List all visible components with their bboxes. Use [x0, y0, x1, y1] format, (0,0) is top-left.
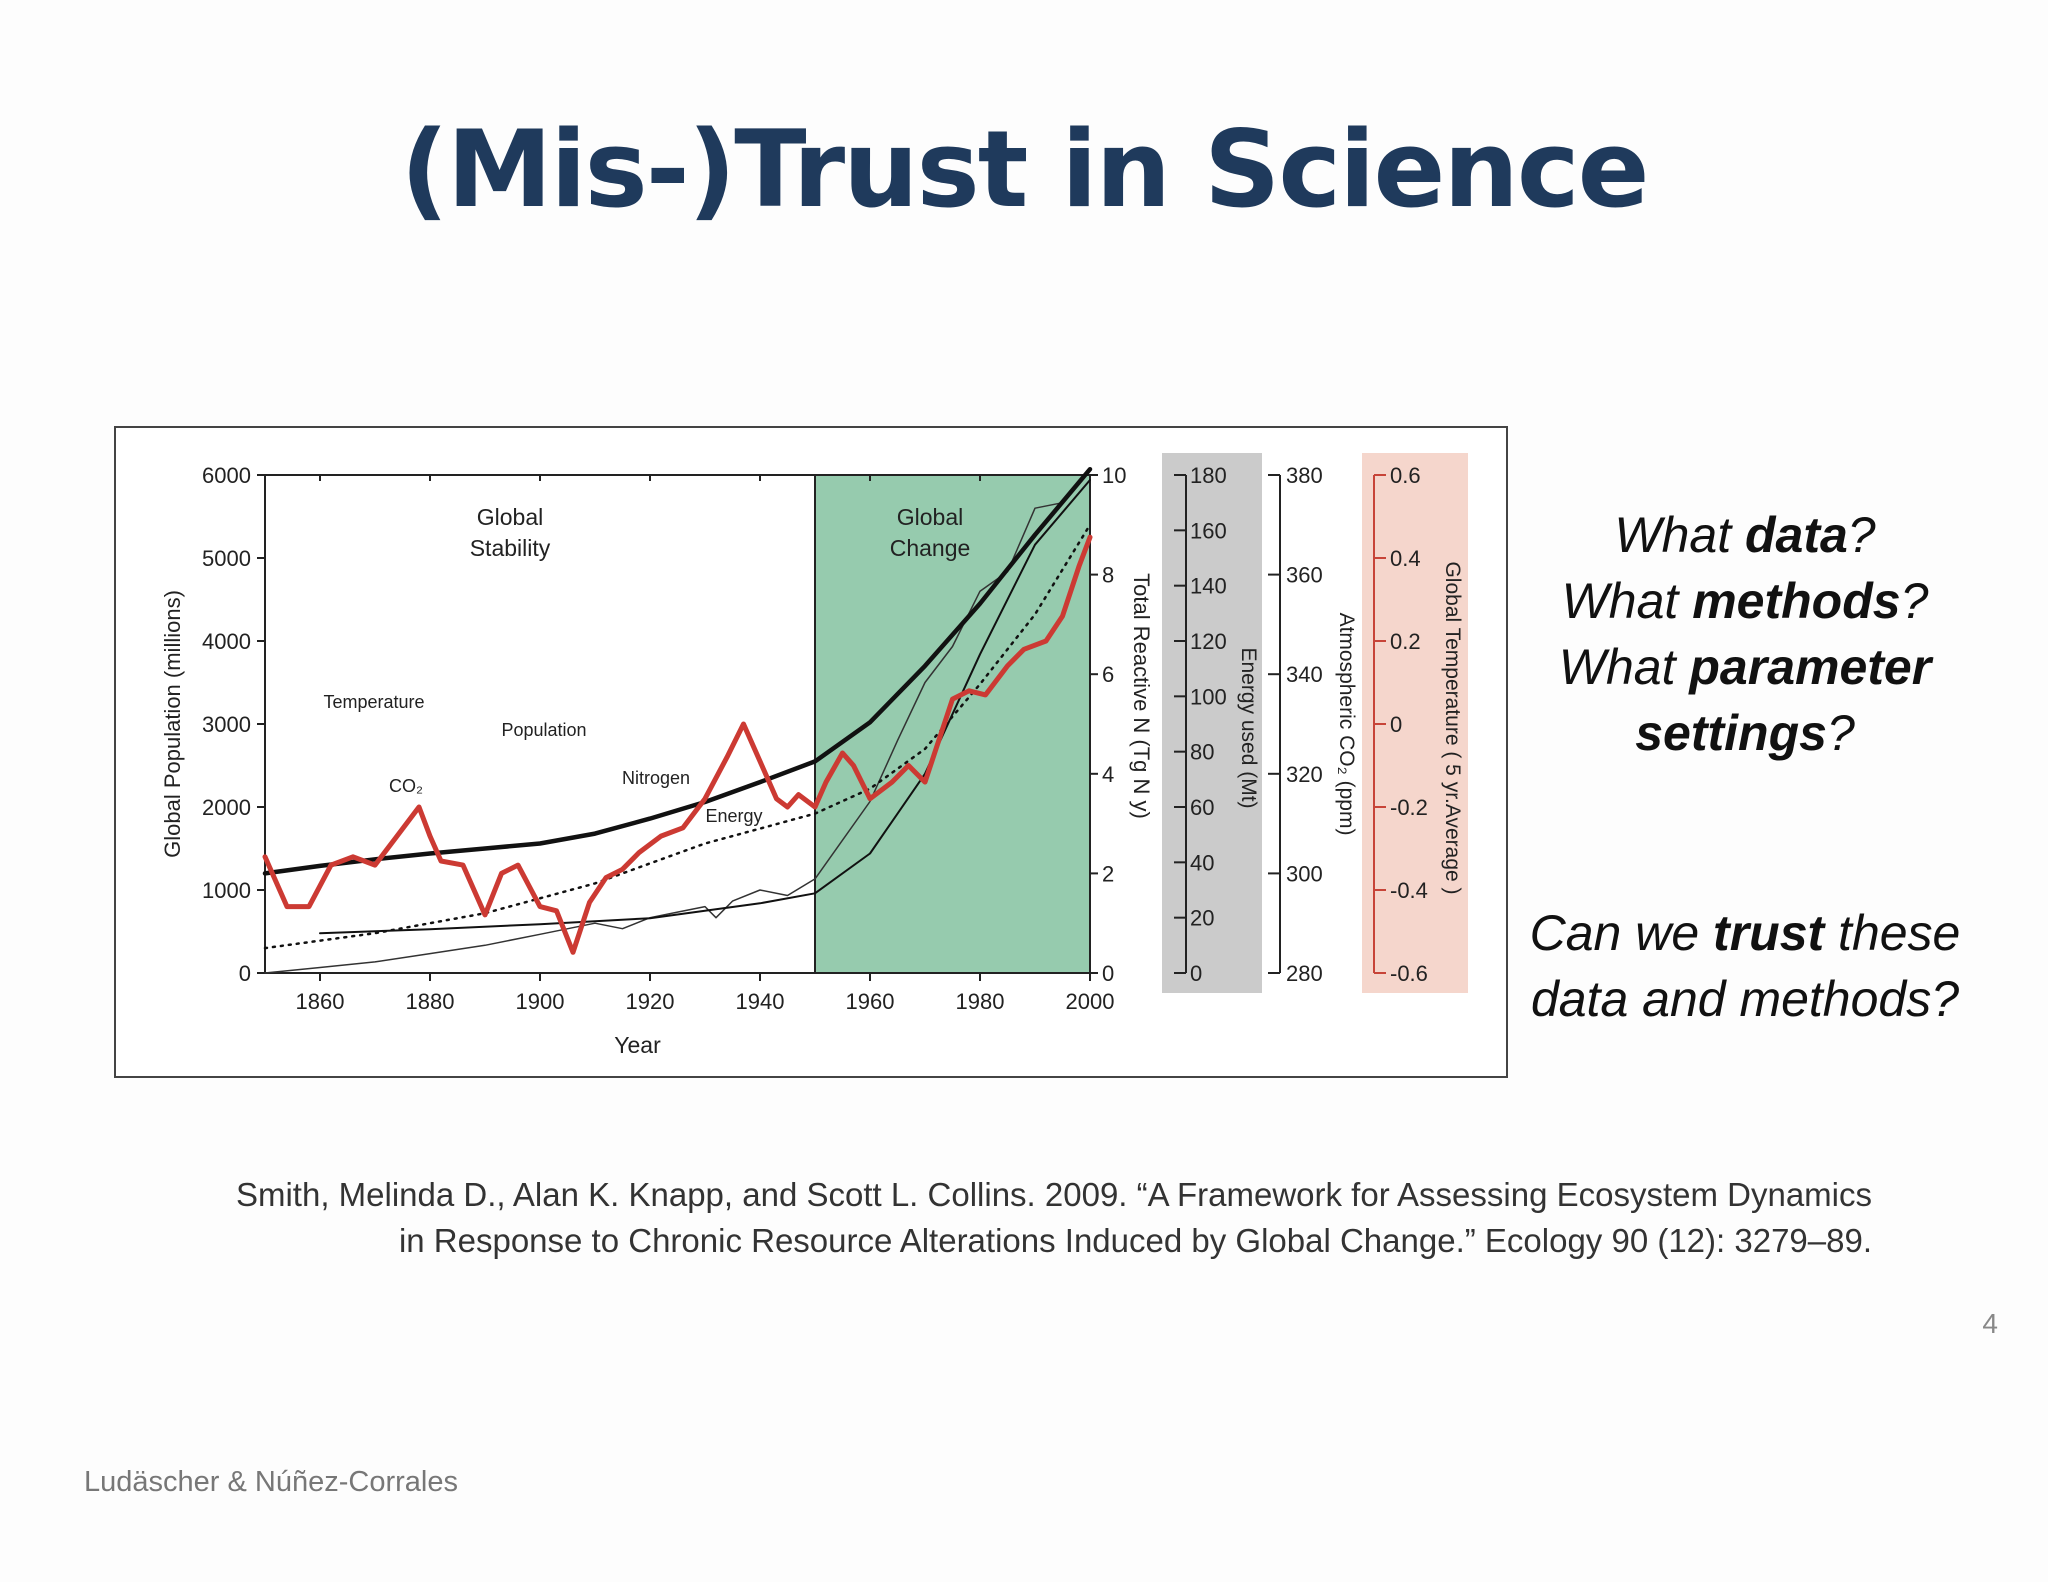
- citation-line: in Response to Chronic Resource Alterati…: [398, 1222, 1872, 1259]
- region-label: Global: [477, 504, 543, 530]
- y-tick-label-energy: 100: [1190, 684, 1227, 709]
- footer-authors: Ludäscher & Núñez-Corrales: [84, 1466, 458, 1498]
- y-tick-label-n: 4: [1102, 762, 1114, 787]
- y-tick-label-temp: -0.2: [1390, 795, 1428, 820]
- question-line: What data?: [1614, 507, 1876, 563]
- y-axis-label-n: Total Reactive N (Tg N y): [1129, 573, 1154, 819]
- y-tick-label-co2: 300: [1286, 861, 1323, 886]
- y-tick-label-co2: 320: [1286, 762, 1323, 787]
- citation-line: Smith, Melinda D., Alan K. Knapp, and Sc…: [235, 1176, 1872, 1213]
- y-tick-label-co2: 380: [1286, 463, 1323, 488]
- y-tick-label-n: 10: [1102, 463, 1126, 488]
- page-number: 4: [1982, 1308, 1998, 1339]
- x-axis-label: Year: [614, 1032, 661, 1058]
- y-tick-label-pop: 0: [239, 961, 251, 986]
- x-tick-label: 1860: [296, 989, 345, 1014]
- y-tick-label-pop: 1000: [202, 878, 251, 903]
- y-axis-label-energy: Energy used (Mt): [1237, 647, 1260, 808]
- region-label: Global: [897, 504, 963, 530]
- y-tick-label-energy: 80: [1190, 740, 1214, 765]
- y-tick-label-temp: 0.6: [1390, 463, 1421, 488]
- x-tick-label: 1920: [626, 989, 675, 1014]
- trust-line: Can we trust these: [1529, 905, 1961, 961]
- question-line: What parameter: [1558, 639, 1932, 695]
- question-line: settings?: [1635, 705, 1855, 761]
- y-tick-label-n: 6: [1102, 662, 1114, 687]
- series-label: Population: [501, 720, 586, 740]
- y-tick-label-co2: 280: [1286, 961, 1323, 986]
- slide-title: (Mis-)Trust in Science: [400, 108, 1649, 231]
- y-tick-label-energy: 180: [1190, 463, 1227, 488]
- region-label: Stability: [470, 535, 551, 561]
- global-change-chart: Global Stability Global Change 1860 1880 1900 1…: [160, 453, 1468, 1058]
- y-tick-label-pop: 3000: [202, 712, 251, 737]
- region-change: [815, 475, 1090, 973]
- y-tick-label-n: 2: [1102, 861, 1114, 886]
- x-tick-label: 1980: [956, 989, 1005, 1014]
- series-label: CO₂: [389, 776, 423, 796]
- y-tick-label-co2: 360: [1286, 563, 1323, 588]
- y-tick-label-pop: 2000: [202, 795, 251, 820]
- y-tick-label-energy: 20: [1190, 906, 1214, 931]
- y-tick-label-pop: 5000: [202, 546, 251, 571]
- y-tick-label-energy: 60: [1190, 795, 1214, 820]
- series-label: Nitrogen: [622, 768, 690, 788]
- y-tick-label-energy: 120: [1190, 629, 1227, 654]
- series-label: Temperature: [323, 692, 424, 712]
- y-tick-label-n: 8: [1102, 563, 1114, 588]
- y-tick-label-energy: 160: [1190, 518, 1227, 543]
- y-axis-label-pop: Global Population (millions): [160, 590, 185, 858]
- y-tick-label-co2: 340: [1286, 662, 1323, 687]
- x-tick-label: 1880: [406, 989, 455, 1014]
- x-tick-label: 1960: [846, 989, 895, 1014]
- series-temperature: [262, 534, 1093, 955]
- y-tick-label-energy: 0: [1190, 961, 1202, 986]
- citation: Smith, Melinda D., Alan K. Knapp, and Sc…: [140, 1172, 1872, 1264]
- question-line: What methods?: [1561, 573, 1929, 629]
- y-tick-label-temp: 0.4: [1390, 546, 1421, 571]
- region-label: Change: [890, 535, 971, 561]
- y-tick-label-pop: 6000: [202, 463, 251, 488]
- x-tick-label: 1900: [516, 989, 565, 1014]
- y-tick-label-temp: -0.4: [1390, 878, 1428, 903]
- y-tick-label-n: 0: [1102, 961, 1114, 986]
- trust-question: Can we trust these data and methods?: [1505, 900, 1985, 1032]
- questions-block: What data? What methods? What parameter …: [1515, 502, 1975, 766]
- series-energy: [264, 468, 1091, 974]
- y-tick-label-temp: -0.6: [1390, 961, 1428, 986]
- region-stability: [265, 475, 815, 973]
- y-tick-label-energy: 140: [1190, 574, 1227, 599]
- energy-band: [1162, 453, 1262, 993]
- y-axis-label-co2: Atmospheric CO₂ (ppm): [1335, 613, 1358, 836]
- y-tick-label-pop: 4000: [202, 629, 251, 654]
- y-axis-label-temp: Global Temperature ( 5 yr.Average ): [1441, 561, 1464, 894]
- figure-frame: Global Stability Global Change 1860 1880 1900 1…: [114, 426, 1508, 1078]
- series-label: Energy: [705, 806, 762, 826]
- series-population: [262, 466, 1093, 876]
- y-tick-label-energy: 40: [1190, 850, 1214, 875]
- y-tick-label-temp: 0: [1390, 712, 1402, 737]
- x-tick-label: 1940: [736, 989, 785, 1014]
- series-nitrogen: [319, 479, 1091, 935]
- trust-line: data and methods?: [1530, 971, 1960, 1027]
- y-tick-label-temp: 0.2: [1390, 629, 1421, 654]
- x-tick-label: 2000: [1066, 989, 1115, 1014]
